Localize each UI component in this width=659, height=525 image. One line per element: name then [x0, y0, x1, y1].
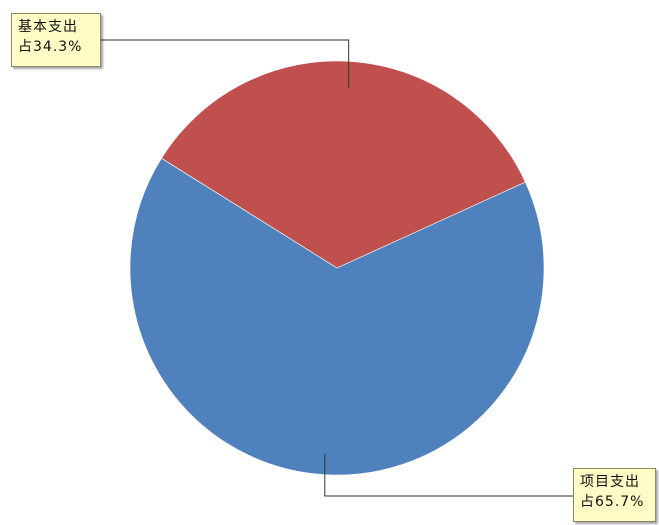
pie-slice-basic-expenditure — [161, 60, 526, 269]
pie-slice-project-expenditure — [129, 157, 545, 476]
slice-label-project-expenditure: 项目支出 — [580, 474, 640, 490]
leader-line-basic-expenditure — [101, 39, 350, 89]
pie-slices — [129, 60, 545, 476]
data-label-basic-expenditure: 基本支出 占34.3% — [11, 13, 101, 67]
leader-lines — [101, 39, 573, 497]
slice-percent-basic-expenditure: 占34.3% — [18, 39, 83, 55]
slice-percent-project-expenditure: 占65.7% — [580, 494, 645, 510]
leader-line-project-expenditure — [324, 453, 573, 497]
slice-label-basic-expenditure: 基本支出 — [18, 19, 78, 35]
data-label-project-expenditure: 项目支出 占65.7% — [573, 468, 656, 522]
